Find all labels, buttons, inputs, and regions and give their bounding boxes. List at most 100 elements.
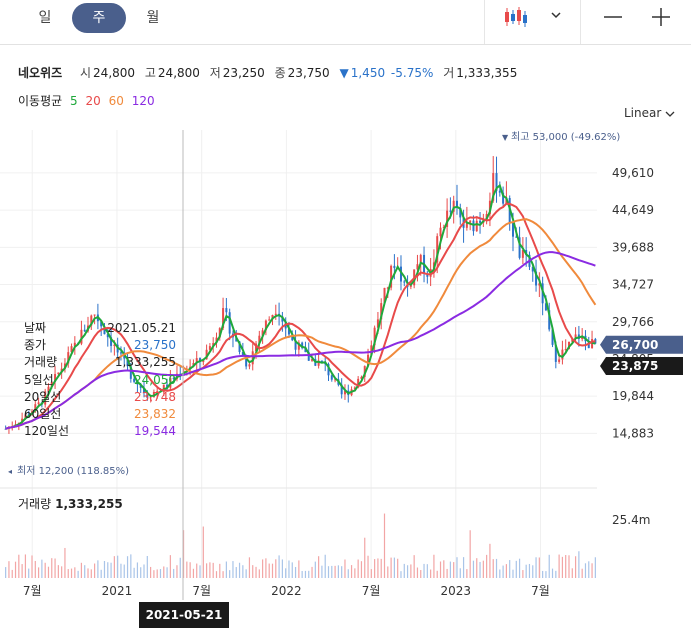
y-tick-label: 44,649 (612, 203, 654, 217)
candle-body (320, 360, 323, 362)
candlestick-icon[interactable] (503, 6, 529, 28)
volume-bar (202, 526, 204, 578)
volume-bar (318, 556, 320, 578)
candle-body (317, 360, 320, 366)
candle-body (334, 379, 337, 381)
tab-weekly[interactable]: 주 (72, 3, 126, 33)
candle-body (459, 207, 462, 218)
candle-body (113, 344, 116, 346)
volume-bar (344, 559, 346, 578)
tab-monthly[interactable]: 월 (146, 10, 160, 26)
candle-body (297, 342, 300, 350)
volume-bar (341, 566, 343, 578)
volume-bar (90, 569, 92, 578)
candle-body (73, 342, 76, 347)
volume-bar (242, 565, 244, 578)
volume-bar (37, 567, 40, 578)
candle-body (426, 273, 429, 277)
crosshair-date-tag: 2021-05-21 (139, 602, 229, 628)
tooltip-value: 23,748 (134, 389, 176, 404)
price-tag-label: 23,875 (612, 359, 658, 373)
candle-body (511, 223, 514, 237)
volume-bars (5, 513, 596, 578)
volume-bar (354, 568, 356, 578)
low-value: 23,250 (222, 66, 265, 80)
high-marker-icon: ▼ (502, 133, 509, 142)
zoom-in-button[interactable] (648, 4, 674, 30)
volume-bar (357, 559, 359, 578)
volume-bar (416, 567, 419, 578)
zoom-out-button[interactable] (600, 4, 626, 30)
volume-bar (397, 558, 399, 578)
candle-body (465, 222, 468, 228)
volume-bar (456, 557, 458, 578)
tooltip-value: 1,333,255 (114, 355, 176, 370)
volume-bar (206, 563, 208, 578)
y-tick-label: 29,766 (612, 315, 654, 329)
volume-bar (275, 559, 277, 578)
candle-body (357, 378, 360, 388)
volume-bar (430, 569, 432, 578)
volume-bar (126, 556, 129, 578)
candle-body (383, 287, 386, 304)
candle-body (439, 227, 442, 237)
quote-summary: 네오위즈 시 24,800 고 24,800 저 23,250 종 23,750 ▼ 1,… (18, 64, 517, 81)
tooltip-row: 5일선 24,050 (24, 372, 176, 389)
volume-bar (252, 565, 254, 578)
open-value: 24,800 (93, 66, 136, 80)
volume-bar (179, 557, 181, 578)
candle-body (126, 358, 129, 367)
volume-bar (225, 561, 227, 578)
volume-bar (146, 555, 148, 578)
volume-bar (327, 566, 330, 578)
candle-body (495, 173, 498, 191)
scale-mode-dropdown[interactable]: Linear (624, 106, 675, 120)
volume-bar (229, 570, 231, 578)
candle-body (574, 334, 577, 339)
volume-bar (505, 564, 508, 578)
candle-body (255, 343, 258, 352)
candle-body (274, 313, 277, 315)
tooltip-key: 20일선 (24, 389, 62, 404)
volume-bar (41, 559, 43, 578)
volume-bar (400, 571, 402, 578)
volume-bar (74, 567, 76, 578)
chevron-down-icon[interactable] (549, 8, 563, 22)
tab-daily[interactable]: 일 (38, 10, 52, 26)
candle-body (133, 378, 136, 382)
volume-bar (502, 565, 504, 578)
tooltip-value: 2021.05.21 (107, 321, 176, 335)
y-tick-label: 49,610 (612, 166, 654, 180)
candle-body (340, 384, 343, 395)
volume-bar (548, 554, 550, 578)
volume-bar (581, 568, 583, 578)
volume-bar (446, 568, 448, 578)
volume-bar (212, 562, 214, 578)
volume-bar (453, 562, 455, 578)
volume-bar (186, 561, 188, 578)
volume-bar (308, 570, 310, 578)
ma-legend-20: 20 (85, 94, 101, 108)
volume-bar (449, 561, 451, 578)
volume-bar (486, 554, 488, 578)
volume-bar (509, 560, 511, 578)
candle-body (343, 390, 346, 395)
volume-bar (528, 563, 531, 578)
volume-bar (466, 569, 468, 578)
candle-body (149, 397, 152, 399)
x-tick-label: 7월 (362, 584, 381, 598)
volume-bar (169, 555, 171, 578)
volume-bar (515, 560, 517, 578)
candle-body (287, 328, 290, 335)
volume-bar (24, 554, 27, 578)
candle-body (129, 366, 132, 379)
volume-bar (97, 560, 99, 578)
high-value: 24,800 (157, 66, 200, 80)
crosshair-tooltip: 날짜 2021.05.21 종가 23,750 거래량 1,333,255 5일선 24… (24, 320, 176, 440)
volume-bar (545, 571, 547, 578)
candle-body (304, 348, 307, 353)
tooltip-key: 120일선 (24, 424, 69, 439)
volume-bar (238, 562, 241, 578)
volume-bar (235, 567, 237, 578)
